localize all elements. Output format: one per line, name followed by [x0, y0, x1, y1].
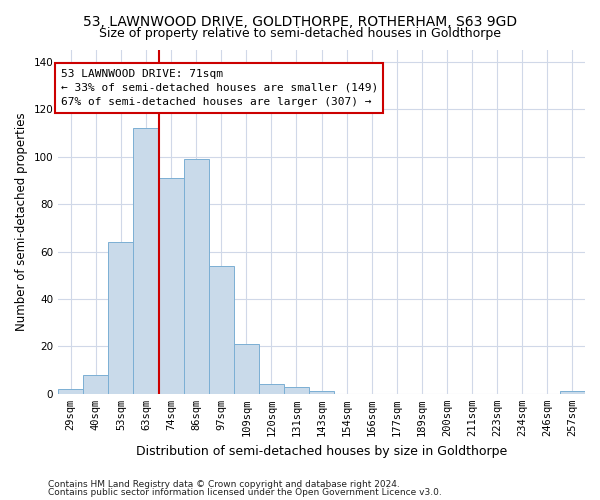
Bar	[259, 384, 284, 394]
Y-axis label: Number of semi-detached properties: Number of semi-detached properties	[15, 112, 28, 331]
Text: Contains HM Land Registry data © Crown copyright and database right 2024.: Contains HM Land Registry data © Crown c…	[48, 480, 400, 489]
Text: 53, LAWNWOOD DRIVE, GOLDTHORPE, ROTHERHAM, S63 9GD: 53, LAWNWOOD DRIVE, GOLDTHORPE, ROTHERHA…	[83, 15, 517, 29]
Bar	[309, 392, 334, 394]
Text: Contains public sector information licensed under the Open Government Licence v3: Contains public sector information licen…	[48, 488, 442, 497]
Bar	[83, 375, 109, 394]
Bar	[284, 386, 309, 394]
Bar	[184, 159, 209, 394]
Bar	[158, 178, 184, 394]
Bar	[109, 242, 133, 394]
Text: 53 LAWNWOOD DRIVE: 71sqm
← 33% of semi-detached houses are smaller (149)
67% of : 53 LAWNWOOD DRIVE: 71sqm ← 33% of semi-d…	[61, 69, 378, 107]
X-axis label: Distribution of semi-detached houses by size in Goldthorpe: Distribution of semi-detached houses by …	[136, 444, 507, 458]
Bar	[58, 389, 83, 394]
Bar	[234, 344, 259, 394]
Bar	[209, 266, 234, 394]
Bar	[560, 392, 585, 394]
Text: Size of property relative to semi-detached houses in Goldthorpe: Size of property relative to semi-detach…	[99, 28, 501, 40]
Bar	[133, 128, 158, 394]
